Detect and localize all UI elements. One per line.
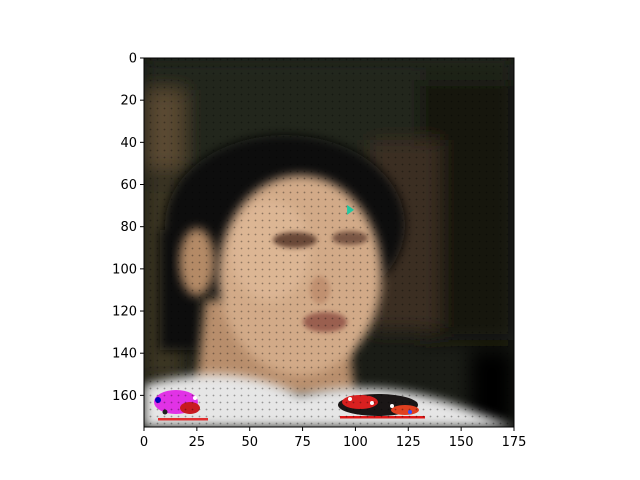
x-tick-label: 0 bbox=[140, 435, 148, 450]
annotation-marker bbox=[347, 204, 355, 215]
y-tick-label: 120 bbox=[112, 305, 137, 320]
x-tick-label: 25 bbox=[189, 435, 206, 450]
x-tick-label: 50 bbox=[241, 435, 258, 450]
x-axis: 0 25 50 75 100 125 150 175 bbox=[140, 427, 527, 450]
y-tick-label: 100 bbox=[112, 262, 137, 277]
y-tick-label: 140 bbox=[112, 347, 137, 362]
y-tick-label: 60 bbox=[120, 178, 137, 193]
y-tick-label: 40 bbox=[120, 136, 137, 151]
axes-frame bbox=[143, 57, 515, 428]
y-tick-label: 80 bbox=[120, 220, 137, 235]
y-axis: 0 20 40 60 80 100 120 140 160 bbox=[112, 52, 144, 404]
y-tick-label: 0 bbox=[129, 52, 137, 67]
x-tick-label: 175 bbox=[502, 435, 527, 450]
image-area bbox=[144, 58, 514, 427]
y-tick-label: 160 bbox=[112, 389, 137, 404]
annotation-markers bbox=[347, 204, 355, 215]
x-tick-label: 100 bbox=[343, 435, 368, 450]
x-tick-label: 75 bbox=[294, 435, 311, 450]
x-tick-label: 150 bbox=[449, 435, 474, 450]
x-tick-label: 125 bbox=[396, 435, 421, 450]
y-tick-label: 20 bbox=[120, 94, 137, 109]
